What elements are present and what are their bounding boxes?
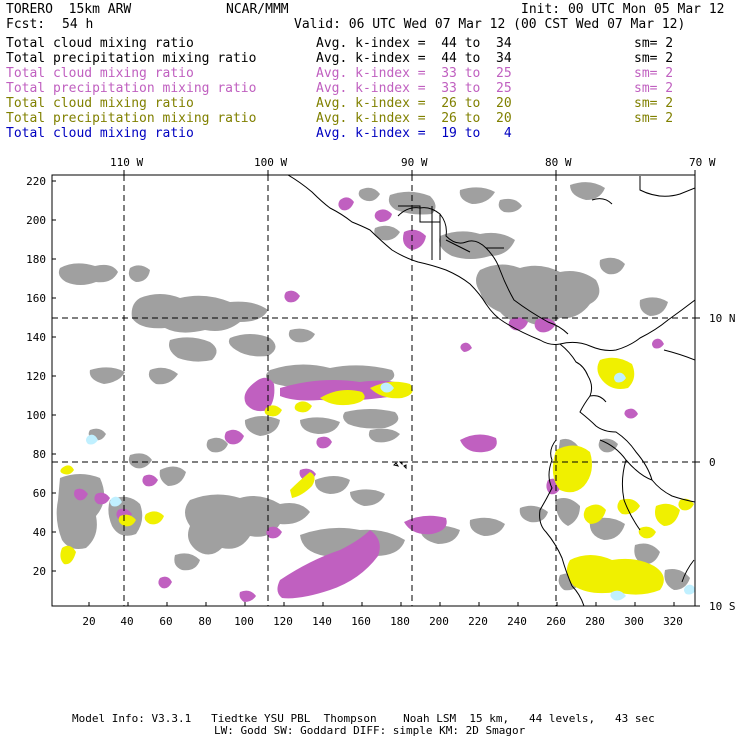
x-tick-label: 100: [234, 615, 254, 628]
x-tick-label: 40: [120, 615, 133, 628]
legend-field: Total precipitation mixing ratio: [6, 51, 257, 66]
legend-field: Total cloud mixing ratio: [6, 96, 194, 111]
y-tick-label: 100: [26, 409, 46, 422]
cyan-cloud-field: [86, 372, 695, 601]
y-tick-label: 40: [33, 526, 46, 539]
lon-label: 80 W: [545, 156, 572, 169]
y-tick-label: 60: [33, 487, 46, 500]
legend-smoothing: sm= 2: [634, 51, 674, 66]
legend-field: Total precipitation mixing ratio: [6, 81, 257, 96]
org-label: NCAR/MMM: [226, 2, 289, 17]
x-tick-label: 80: [198, 615, 211, 628]
lat-label: 10 N: [709, 312, 736, 325]
x-tick-label: 280: [585, 615, 605, 628]
x-tick-label: 160: [351, 615, 371, 628]
magenta-cloud-field: [74, 197, 664, 602]
y-tick-label: 200: [26, 214, 46, 227]
init-time: Init: 00 UTC Mon 05 Mar 12: [521, 2, 725, 17]
legend-field: Total cloud mixing ratio: [6, 126, 194, 141]
legend-smoothing: sm= 2: [634, 96, 674, 111]
legend-field: Total cloud mixing ratio: [6, 36, 194, 51]
legend-kindex: Avg. k-index = 26 to 20: [316, 96, 512, 111]
y-tick-label: 120: [26, 370, 46, 383]
y-tick-label: 220: [26, 175, 46, 188]
gray-cloud-field: [56, 182, 690, 591]
lon-label: 70 W: [689, 156, 716, 169]
plot-frame: [51, 174, 696, 607]
axis-ticks: [52, 170, 700, 607]
legend-smoothing: sm= 2: [634, 81, 674, 96]
model-title: TORERO 15km ARW: [6, 2, 132, 17]
lat-label: 10 S: [709, 600, 736, 613]
x-tick-label: 20: [82, 615, 95, 628]
x-tick-label: 220: [468, 615, 488, 628]
y-tick-label: 180: [26, 253, 46, 266]
y-tick-label: 20: [33, 565, 46, 578]
forecast-label: Fcst:: [6, 17, 46, 32]
legend-smoothing: sm= 2: [634, 111, 674, 126]
x-tick-label: 60: [159, 615, 172, 628]
x-tick-label: 300: [624, 615, 644, 628]
legend-kindex: Avg. k-index = 33 to 25: [316, 66, 512, 81]
legend-field: Total cloud mixing ratio: [6, 66, 194, 81]
y-tick-label: 80: [33, 448, 46, 461]
y-tick-label: 160: [26, 292, 46, 305]
legend-kindex: Avg. k-index = 44 to 34: [316, 36, 512, 51]
coastlines: [287, 175, 695, 606]
yellow-cloud-field: [60, 357, 694, 595]
legend-kindex: Avg. k-index = 44 to 34: [316, 51, 512, 66]
lat-label: 0: [709, 456, 716, 469]
lon-label: 90 W: [401, 156, 428, 169]
x-tick-label: 240: [507, 615, 527, 628]
x-tick-label: 320: [663, 615, 683, 628]
legend-kindex: Avg. k-index = 26 to 20: [316, 111, 512, 126]
x-tick-label: 180: [390, 615, 410, 628]
x-tick-label: 260: [546, 615, 566, 628]
valid-time: Valid: 06 UTC Wed 07 Mar 12 (00 CST Wed …: [294, 17, 686, 32]
x-tick-label: 140: [312, 615, 332, 628]
lon-label: 110 W: [110, 156, 143, 169]
legend-smoothing: sm= 2: [634, 36, 674, 51]
legend-kindex: Avg. k-index = 19 to 4: [316, 126, 512, 141]
forecast-hour: 54 h: [62, 17, 94, 32]
legend-smoothing: sm= 2: [634, 66, 674, 81]
physics-info: LW: Godd SW: Goddard DIFF: simple KM: 2D…: [214, 724, 526, 737]
y-tick-label: 140: [26, 331, 46, 344]
legend-field: Total precipitation mixing ratio: [6, 111, 257, 126]
model-info: Model Info: V3.3.1 Tiedtke YSU PBL Thomp…: [72, 712, 655, 725]
lat-lon-grid: [52, 175, 695, 606]
x-tick-label: 200: [429, 615, 449, 628]
lon-label: 100 W: [254, 156, 287, 169]
legend-kindex: Avg. k-index = 33 to 25: [316, 81, 512, 96]
x-tick-label: 120: [273, 615, 293, 628]
